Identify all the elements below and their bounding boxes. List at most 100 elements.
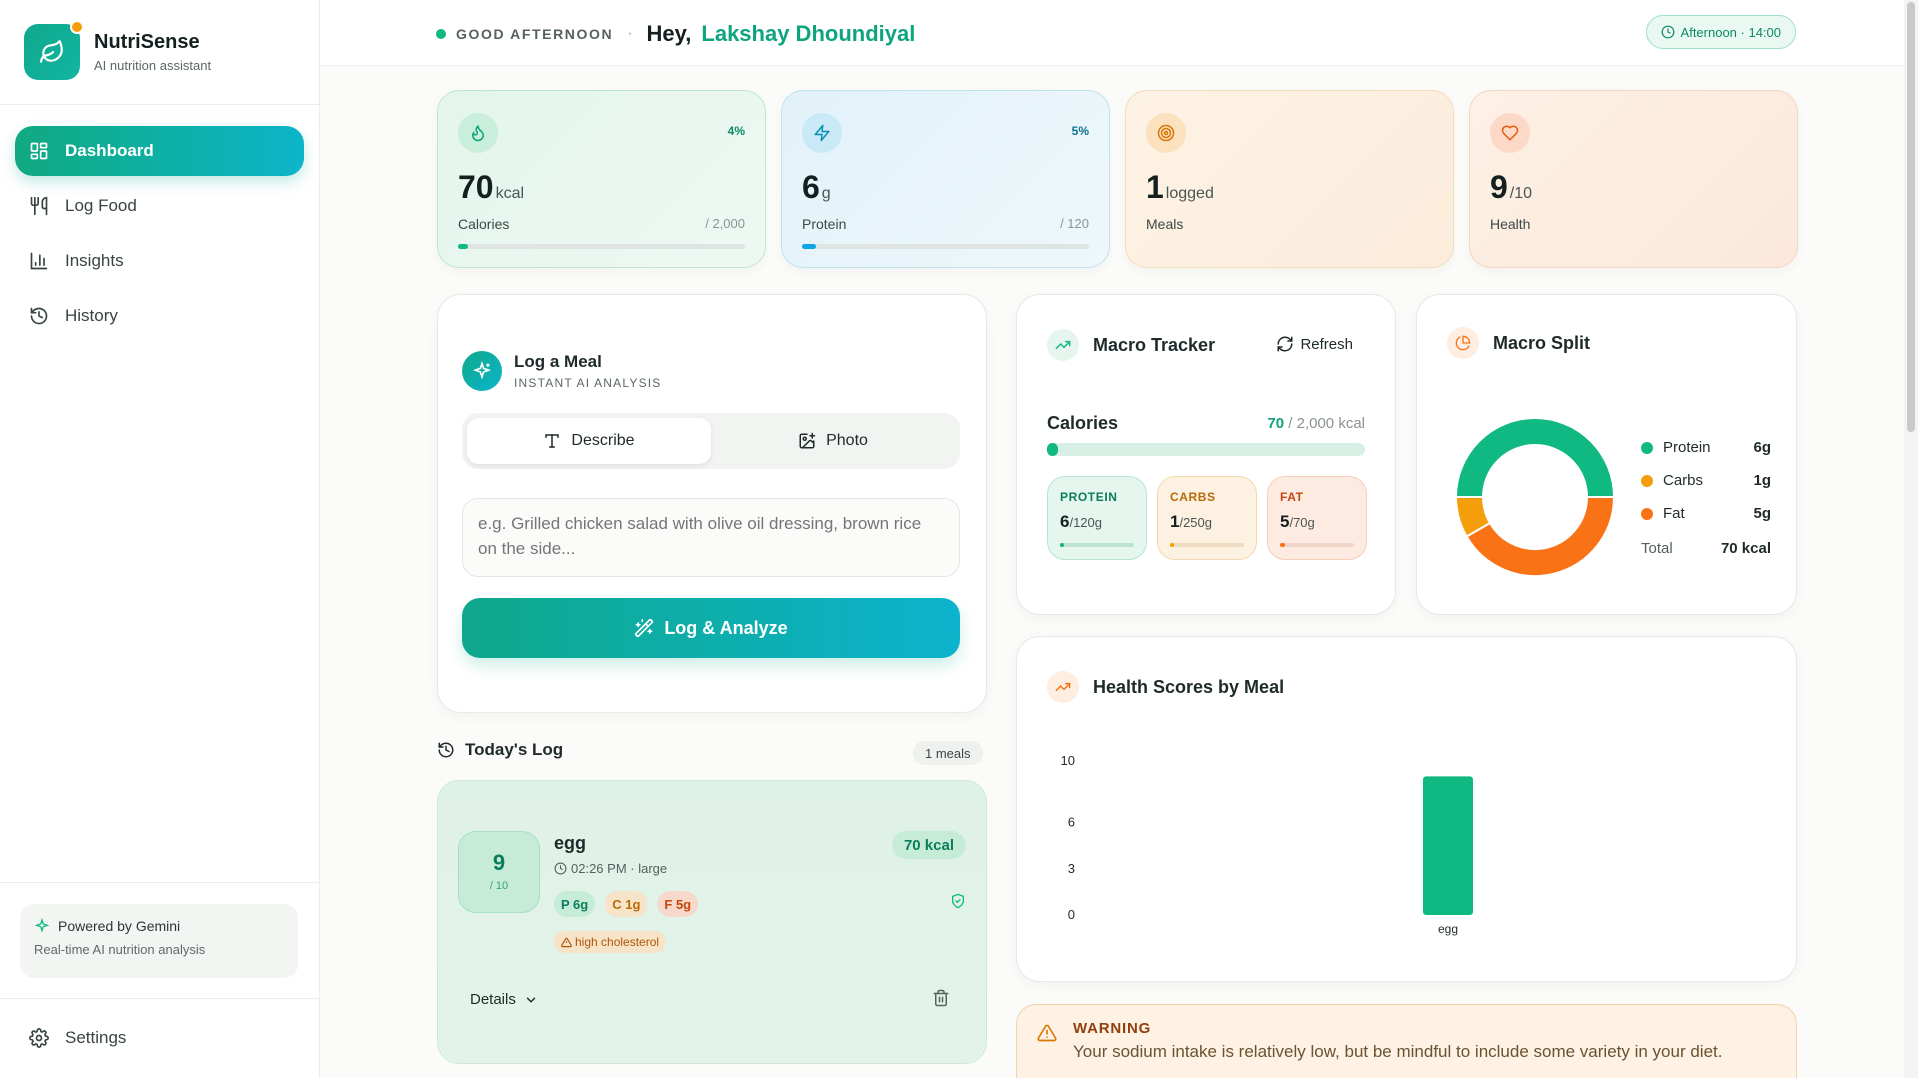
history-icon [30,307,48,325]
legend-protein: Protein 6g [1641,431,1771,464]
tab-describe[interactable]: Describe [467,418,711,464]
total-label: Total [1641,540,1673,557]
donut-slice-carbs[interactable] [1455,496,1492,538]
macro-tracker-header: Macro Tracker [1047,329,1215,361]
sidebar-item-history[interactable]: History [15,291,304,341]
carbs-tracker-box: CARBS 1/250g [1157,476,1257,560]
chevron-down-icon [526,997,536,1003]
fat-tracker-fill [1280,543,1286,547]
protein-tracker-value: 6/120g [1060,512,1103,531]
todays-log-header: Today's Log [437,740,563,760]
sidebar-nav: Dashboard Log Food Insights History [15,126,304,346]
protein-progress-bar [802,244,1089,249]
donut-slice-fat[interactable] [1465,496,1615,577]
pie-chart-icon [1447,327,1479,359]
sidebar-item-log-food[interactable]: Log Food [15,181,304,231]
sidebar-item-label: Dashboard [65,141,154,160]
brand[interactable]: NutriSense AI nutrition assistant [24,20,211,80]
legend-value: 6g [1753,439,1771,456]
protein-label: Protein [802,216,847,232]
utensils-icon [30,196,48,216]
trending-up-icon [1047,329,1079,361]
legend-label: Fat [1663,505,1685,522]
legend-fat: Fat 5g [1641,497,1771,530]
grid-icon [30,142,48,160]
y-tick-label: 10 [1061,753,1075,768]
time-badge: Afternoon · 14:00 [1645,15,1796,49]
y-tick-label: 3 [1068,861,1075,876]
calories-progress-bar [458,244,745,249]
refresh-button[interactable]: Refresh [1276,335,1353,353]
legend-total: Total 70 kcal [1641,540,1771,557]
fat-tracker-box: FAT 5/70g [1267,476,1367,560]
log-meal-title: Log a Meal [514,352,602,371]
clock-icon [1661,25,1674,39]
calories-percent: 4% [727,124,745,138]
tab-describe-label: Describe [571,432,635,449]
clock-icon [554,862,567,875]
legend-dot [1641,507,1653,520]
meal-entry-card[interactable]: 9 / 10 egg 02:26 PM · large 70 kcal P 6g… [437,780,987,1064]
greeting-hey: Hey, [646,21,692,46]
details-toggle[interactable]: Details [470,991,538,1008]
greeting-label: GOOD AFTERNOON [456,26,614,42]
tab-photo-label: Photo [826,432,868,449]
calories-tracker-bar [1047,443,1365,456]
log-meal-header: Log a Meal INSTANT AI ANALYSIS [462,351,662,391]
fat-tracker-value: 5/70g [1280,512,1315,531]
legend-label: Protein [1663,439,1711,456]
meal-score-badge: 9 / 10 [458,831,540,913]
page-scrollbar[interactable] [1904,0,1918,1078]
warning-title: WARNING [1073,1020,1152,1037]
separator: · [627,25,633,42]
calories-tracker-value: 70 / 2,000 kcal [1267,415,1365,432]
sidebar-item-label: History [65,306,118,325]
gear-icon [29,1028,49,1048]
scrollbar-thumb[interactable] [1907,2,1915,432]
log-meal-card: Log a Meal INSTANT AI ANALYSIS Describe … [437,294,987,713]
legend-dot [1641,474,1653,487]
health-scores-chart: 0 3 6 10 egg [1061,753,1473,936]
sidebar: NutriSense AI nutrition assistant Dashbo… [0,0,320,1078]
donut-slice-protein[interactable] [1455,417,1615,498]
shield-check-icon [950,893,966,914]
stat-card-meals: 1 logged Meals [1125,90,1454,268]
log-analyze-button[interactable]: Log & Analyze [462,598,960,658]
macro-tracker-title: Macro Tracker [1093,334,1216,355]
meals-value: 1 logged [1146,169,1214,205]
legend-dot [1641,441,1653,454]
sidebar-item-settings[interactable]: Settings [29,1028,126,1048]
log-analyze-label: Log & Analyze [664,617,788,638]
macro-tracker-card: Macro Tracker Refresh Calories 70 / 2,00… [1016,294,1396,615]
macro-chips: P 6g C 1g F 5g [554,891,699,917]
warning-text: Your sodium intake is relatively low, bu… [1073,1042,1723,1061]
stat-card-calories: 4% 70 kcal Calories / 2,000 [437,90,766,268]
meal-score-value: 9 [492,850,506,875]
legend-value: 5g [1753,505,1771,522]
protein-progress-fill [802,244,817,249]
meal-description-input[interactable] [462,498,960,577]
sidebar-item-insights[interactable]: Insights [15,236,304,286]
carbs-tracker-label: CARBS [1170,490,1216,504]
user-name: Lakshay Dhoundiyal [701,21,916,46]
macro-legend: Protein 6g Carbs 1g Fat 5g Total 70 kcal [1641,431,1771,557]
divider [0,882,320,883]
health-scores-title: Health Scores by Meal [1093,676,1285,697]
bar-chart-icon [30,252,48,270]
tab-photo[interactable]: Photo [711,418,955,464]
sidebar-item-label: Insights [65,251,124,270]
fat-tracker-bar [1280,543,1354,547]
bar-egg[interactable] [1423,776,1473,915]
stat-card-health: 9/10 Health [1469,90,1798,268]
meal-kcal-badge: 70 kcal [891,831,966,859]
calories-value: 70 kcal [458,169,525,205]
sidebar-item-dashboard[interactable]: Dashboard [15,126,304,176]
refresh-icon [1277,336,1293,352]
status-dot [70,20,84,34]
todays-log-title: Today's Log [465,740,564,759]
greeting: GOOD AFTERNOON · Hey, Lakshay Dhoundiyal [436,21,915,47]
delete-meal-button[interactable] [932,989,950,1012]
macro-split-card: Macro Split Protein 6g Carbs 1g Fat 5g T… [1416,294,1797,615]
